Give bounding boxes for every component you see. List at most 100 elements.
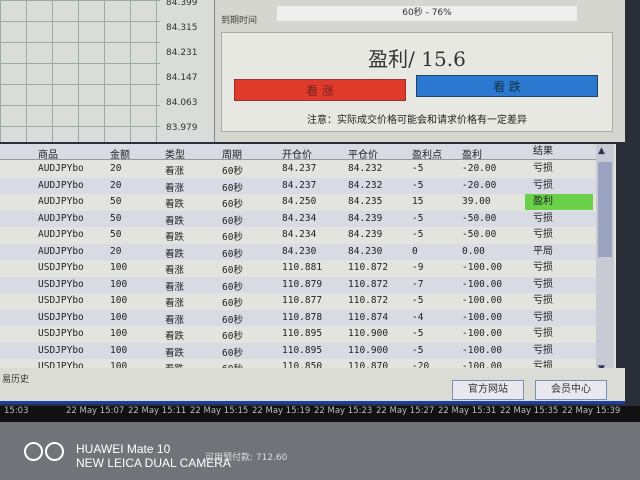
table-cell: USDJPYbo [38, 344, 84, 356]
table-row[interactable]: AUDJPYbo 50 看跌 60秒 84.234 84.239 -5 -50.00 亏损 [0, 210, 596, 227]
table-cell: 亏损 [533, 229, 553, 240]
table-cell: AUDJPYbo [38, 179, 84, 191]
table-cell: -5 [412, 295, 424, 306]
table-cell: 50 [110, 229, 122, 240]
table-cell: 60秒 [222, 265, 243, 276]
camera-logo-icon [24, 442, 43, 461]
table-cell: 110.872 [348, 278, 389, 290]
table-cell: 看涨 [165, 182, 185, 194]
table-cell: -100.00 [462, 278, 503, 290]
table-cell: 50 [110, 212, 122, 224]
scroll-thumb[interactable] [598, 162, 612, 257]
table-cell: 看跌 [165, 331, 185, 342]
table-cell: 0.00 [462, 245, 485, 257]
table-cell: 亏损 [533, 328, 553, 339]
table-row[interactable]: USDJPYbo 100 看涨 60秒 110.879 110.872 -7 -100.00 亏… [0, 276, 596, 293]
table-cell: 110.878 [282, 311, 323, 323]
column-header: 金额 [110, 150, 130, 161]
table-cell: 39.00 [462, 196, 491, 207]
table-cell: 110.879 [282, 278, 323, 290]
time-tick: 22 May 15:35 [500, 406, 559, 416]
table-cell: -5 [412, 328, 424, 339]
buy-down-button[interactable]: 看 跌 [416, 75, 598, 97]
table-cell: 60秒 [222, 215, 243, 227]
expiry-select[interactable]: 60秒 - 76% [277, 6, 577, 21]
table-cell: 60秒 [222, 248, 243, 260]
table-cell: 110.872 [348, 295, 389, 306]
table-cell: 15 [412, 196, 424, 207]
table-row[interactable]: AUDJPYbo 20 看涨 60秒 84.237 84.232 -5 -20.00 亏损 [0, 161, 596, 177]
official-site-button[interactable]: 官方网站 [452, 380, 524, 400]
table-cell: 60秒 [222, 331, 243, 342]
table-cell: 平局 [533, 245, 553, 257]
table-cell: 84.239 [348, 212, 383, 224]
table-cell: 亏损 [533, 311, 553, 323]
scroll-up-icon[interactable]: ▲ [598, 146, 605, 156]
table-cell: 亏损 [533, 278, 553, 290]
table-cell: 110.874 [348, 311, 389, 323]
status-area: 可用预付款: 712.60 HUAWEI Mate 10 NEW LEICA DU… [0, 422, 640, 480]
table-cell: -9 [412, 262, 424, 273]
table-cell: -4 [412, 311, 424, 323]
price-tick: 84.147 [166, 73, 198, 83]
table-cell: 看涨 [165, 314, 185, 326]
table-cell: 60秒 [222, 232, 243, 243]
table-cell: 84.230 [348, 245, 383, 257]
table-cell: USDJPYbo [38, 278, 84, 290]
table-cell: 100 [110, 278, 128, 290]
table-cell: 60秒 [222, 298, 243, 309]
table-row[interactable]: AUDJPYbo 50 看跌 60秒 84.250 84.235 15 39.00 盈利 [0, 194, 596, 210]
table-cell: 110.900 [348, 328, 389, 339]
table-cell: 100 [110, 295, 128, 306]
table-row[interactable]: USDJPYbo 100 看涨 60秒 110.881 110.872 -9 -100.00 亏… [0, 260, 596, 276]
table-row[interactable]: AUDJPYbo 20 看跌 60秒 84.230 84.230 0 0.00 平局 [0, 243, 596, 260]
watermark-line2: NEW LEICA DUAL CAMERA [76, 456, 231, 470]
table-cell: 110.881 [282, 262, 323, 273]
column-header: 周期 [222, 150, 242, 161]
table-cell: 84.232 [348, 179, 383, 191]
table-cell: -20 [412, 361, 430, 372]
table-cell: 看涨 [165, 298, 185, 309]
table-cell: 100 [110, 361, 128, 372]
member-center-button[interactable]: 会员中心 [535, 380, 607, 400]
table-cell: 110.850 [282, 361, 323, 372]
time-tick: 22 May 15:11 [128, 406, 187, 416]
table-cell: 84.237 [282, 179, 317, 191]
order-panel: 盈利/ 15.6 看 涨 看 跌 注意：实际成交价格可能会和请求价格有一定差异 [221, 32, 613, 132]
table-cell: 84.230 [282, 245, 317, 257]
table-row[interactable]: USDJPYbo 100 看涨 60秒 110.877 110.872 -5 -100.00 亏… [0, 293, 596, 309]
table-cell: USDJPYbo [38, 311, 84, 323]
scrollbar[interactable]: ▲ ▼ [596, 144, 614, 376]
table-cell: 100 [110, 328, 128, 339]
time-tick: 22 May 15:39 [562, 406, 621, 416]
table-cell: -7 [412, 278, 424, 290]
time-tick: 22 May 15:23 [314, 406, 373, 416]
table-cell: AUDJPYbo [38, 163, 84, 174]
time-tick: 15:03 [4, 406, 29, 416]
table-cell: 84.237 [282, 163, 317, 174]
profit-display: 盈利/ 15.6 [368, 47, 466, 71]
table-cell: 20 [110, 163, 122, 174]
column-header: 开仓价 [282, 150, 312, 161]
time-axis: 15:03 22 May 15:07 22 May 15:11 22 May 15:1… [0, 406, 640, 422]
watermark-line1: HUAWEI Mate 10 [76, 442, 171, 456]
table-cell: -20.00 [462, 163, 497, 174]
table-cell: 亏损 [533, 361, 553, 372]
table-row[interactable]: USDJPYbo 100 看跌 60秒 110.895 110.900 -5 -100.00 亏… [0, 326, 596, 342]
table-cell: 亏损 [533, 295, 553, 306]
camera-logo-icon [45, 442, 64, 461]
table-row[interactable]: AUDJPYbo 20 看涨 60秒 84.237 84.232 -5 -20.00 亏损 [0, 177, 596, 194]
table-cell: 看涨 [165, 281, 185, 293]
table-row[interactable]: USDJPYbo 100 看跌 60秒 110.895 110.900 -5 -100.00 亏… [0, 342, 596, 359]
table-cell: AUDJPYbo [38, 245, 84, 257]
table-cell: 20 [110, 245, 122, 257]
column-header: 平仓价 [348, 150, 378, 161]
price-axis: 84.399 84.315 84.231 84.147 84.063 83.979 [162, 0, 212, 142]
buy-up-button[interactable]: 看 涨 [234, 79, 406, 101]
table-cell: 20 [110, 179, 122, 191]
table-row[interactable]: USDJPYbo 100 看涨 60秒 110.878 110.874 -4 -100.00 亏… [0, 309, 596, 326]
table-cell: AUDJPYbo [38, 196, 84, 207]
table-cell: 84.239 [348, 229, 383, 240]
table-cell: 亏损 [533, 344, 553, 356]
table-row[interactable]: AUDJPYbo 50 看跌 60秒 84.234 84.239 -5 -50.00 亏损 [0, 227, 596, 243]
